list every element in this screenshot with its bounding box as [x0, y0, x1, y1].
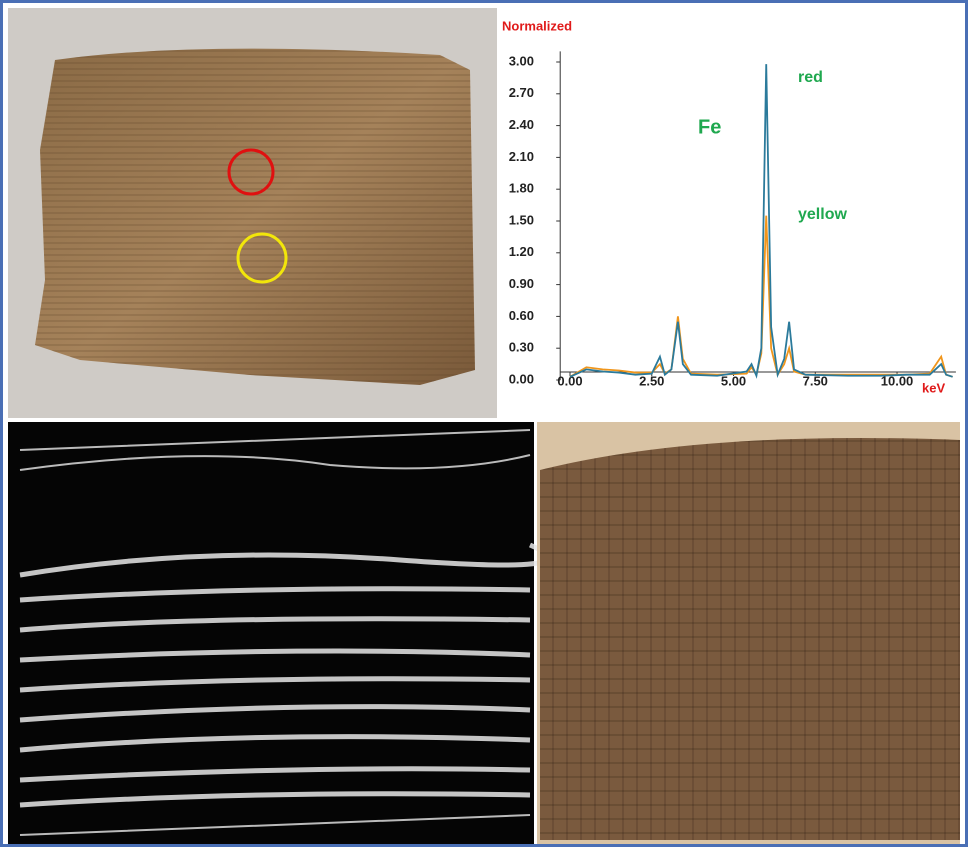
y-tick-label: 2.40 [509, 117, 534, 132]
xray-panel [537, 422, 960, 847]
y-tick-label: 0.60 [509, 308, 534, 323]
y-tick-label: 1.50 [509, 212, 534, 227]
y-tick-label: 1.80 [509, 181, 534, 196]
y-tick-label: 2.70 [509, 85, 534, 100]
annotation: yellow [798, 206, 847, 223]
photo-panel [8, 8, 497, 418]
y-tick-label: 3.00 [509, 53, 534, 68]
annotation: red [798, 69, 823, 86]
x-axis-title: keV [922, 380, 945, 395]
y-tick-label: 0.30 [509, 340, 534, 355]
y-axis-title: Normalized [502, 18, 572, 33]
y-tick-label: 0.00 [509, 371, 534, 386]
y-tick-label: 0.90 [509, 276, 534, 291]
figure: Normalized keV 0.00 0.30 0.60 0.90 1.20 1.50 1… [0, 0, 968, 847]
annotation: Fe [698, 116, 721, 138]
page: {"chart_data": {"type": "line", "title":… [0, 0, 968, 847]
chart-background [497, 8, 960, 418]
y-tick-label: 1.20 [509, 244, 534, 259]
ct-panel [8, 422, 548, 847]
y-tick-label: 2.10 [509, 149, 534, 164]
